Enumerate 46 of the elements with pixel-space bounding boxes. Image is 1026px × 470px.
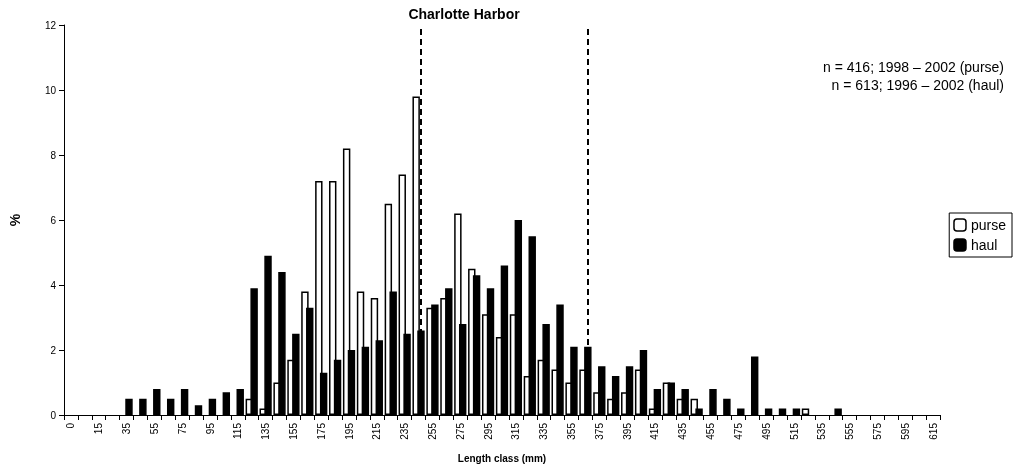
- x-tick-label: 275: [454, 422, 466, 440]
- x-tick-label: 255: [426, 422, 438, 440]
- x-tick-label: 315: [510, 422, 522, 440]
- x-tick-label: 215: [371, 422, 383, 440]
- chart-title: Charlotte Harbor: [408, 6, 521, 22]
- annotation: n = 613; 1996 – 2002 (haul): [831, 77, 1005, 93]
- x-tick-label: 435: [677, 422, 689, 440]
- y-tick-label: 2: [50, 344, 57, 356]
- x-tick-label: 115: [232, 422, 244, 439]
- legend-label: haul: [970, 237, 998, 253]
- y-tick-label: 4: [50, 279, 57, 291]
- x-tick-label: 515: [788, 422, 800, 440]
- x-tick-label: 375: [593, 422, 605, 440]
- x-tick-label: 55: [148, 422, 160, 435]
- x-tick-label: 455: [705, 422, 717, 440]
- y-tick-label: 12: [44, 19, 57, 31]
- x-tick-label: 335: [538, 422, 550, 440]
- y-tick-label: 0: [50, 409, 57, 421]
- y-tick-label: 10: [44, 84, 57, 96]
- x-tick-label: 235: [399, 422, 411, 440]
- x-tick-label: 135: [260, 422, 272, 440]
- x-tick-label: 175: [315, 422, 327, 440]
- x-tick-label: 75: [176, 422, 188, 435]
- x-tick-label: 15: [93, 422, 105, 435]
- x-tick-label: 355: [566, 422, 578, 440]
- x-tick-label: 195: [343, 422, 355, 440]
- x-tick-label: 495: [760, 422, 772, 440]
- x-tick-label: 0: [65, 422, 77, 429]
- annotation: n = 416; 1998 – 2002 (purse): [823, 59, 1004, 75]
- x-tick-label: 615: [927, 422, 939, 440]
- x-tick-label: 155: [287, 422, 299, 440]
- x-axis-title: Length class (mm): [457, 452, 547, 464]
- x-tick-label: 555: [844, 422, 856, 440]
- y-tick-label: 8: [50, 149, 57, 161]
- legend-label: purse: [970, 217, 1007, 233]
- y-axis-title: %: [7, 213, 23, 227]
- x-tick-label: 475: [732, 422, 744, 440]
- x-tick-label: 95: [204, 422, 216, 435]
- x-tick-label: 575: [871, 422, 883, 440]
- y-tick-label: 6: [50, 214, 57, 226]
- x-tick-label: 595: [899, 422, 911, 440]
- x-tick-label: 535: [816, 422, 828, 440]
- x-tick-label: 415: [649, 422, 661, 440]
- x-tick-label: 395: [621, 422, 633, 440]
- x-tick-label: 295: [482, 422, 494, 440]
- x-tick-label: 35: [121, 422, 133, 435]
